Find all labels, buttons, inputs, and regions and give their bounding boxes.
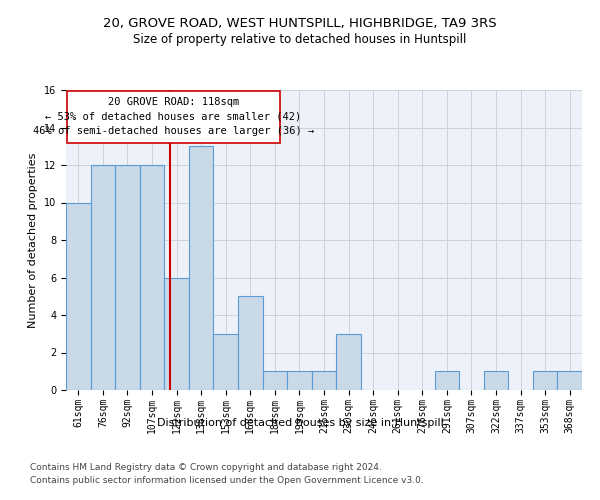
Bar <box>263 371 287 390</box>
Bar <box>238 296 263 390</box>
Text: Size of property relative to detached houses in Huntspill: Size of property relative to detached ho… <box>133 32 467 46</box>
Bar <box>66 202 91 390</box>
Bar <box>91 165 115 390</box>
Text: 46% of semi-detached houses are larger (36) →: 46% of semi-detached houses are larger (… <box>33 126 314 136</box>
Bar <box>557 371 582 390</box>
Bar <box>484 371 508 390</box>
Text: ← 53% of detached houses are smaller (42): ← 53% of detached houses are smaller (42… <box>46 112 302 121</box>
Text: Distribution of detached houses by size in Huntspill: Distribution of detached houses by size … <box>157 418 443 428</box>
Bar <box>287 371 312 390</box>
Text: Contains public sector information licensed under the Open Government Licence v3: Contains public sector information licen… <box>30 476 424 485</box>
Bar <box>336 334 361 390</box>
Text: 20 GROVE ROAD: 118sqm: 20 GROVE ROAD: 118sqm <box>108 97 239 107</box>
Y-axis label: Number of detached properties: Number of detached properties <box>28 152 38 328</box>
Bar <box>214 334 238 390</box>
Bar <box>140 165 164 390</box>
Bar <box>434 371 459 390</box>
Bar <box>312 371 336 390</box>
Bar <box>164 278 189 390</box>
Bar <box>533 371 557 390</box>
Bar <box>115 165 140 390</box>
Bar <box>189 146 214 390</box>
Text: 20, GROVE ROAD, WEST HUNTSPILL, HIGHBRIDGE, TA9 3RS: 20, GROVE ROAD, WEST HUNTSPILL, HIGHBRID… <box>103 18 497 30</box>
Text: Contains HM Land Registry data © Crown copyright and database right 2024.: Contains HM Land Registry data © Crown c… <box>30 464 382 472</box>
Bar <box>67 91 280 144</box>
